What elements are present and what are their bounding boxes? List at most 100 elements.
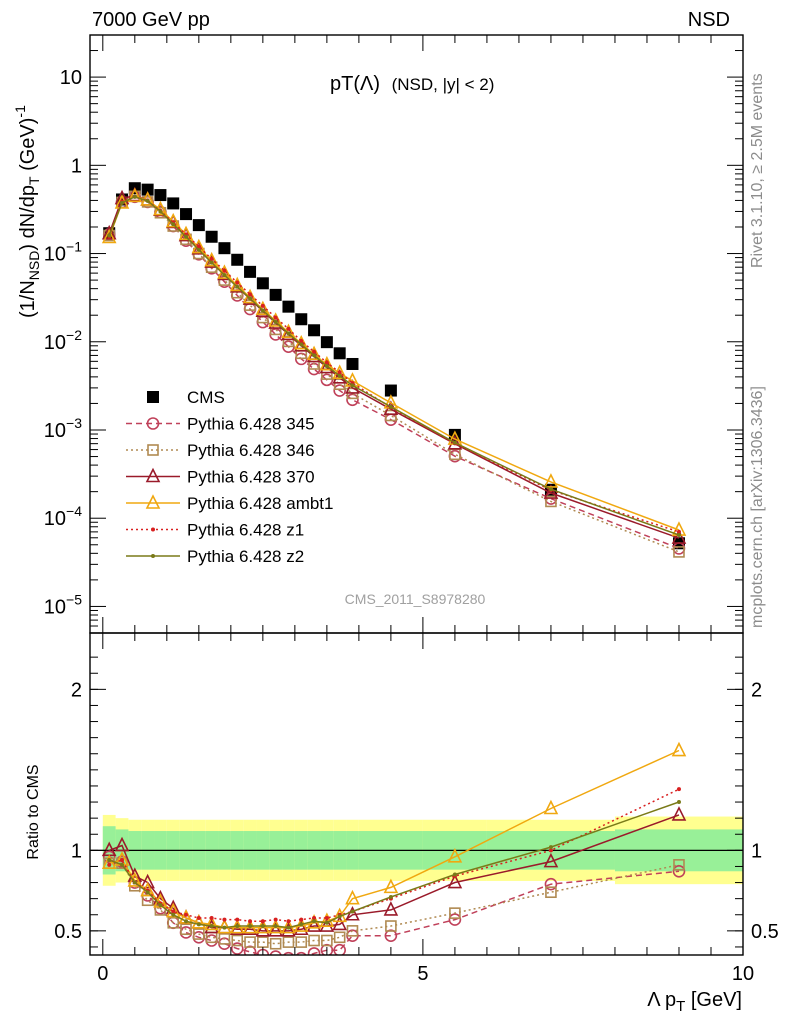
data-point-z1 [248,292,253,297]
ratio-point-z2 [273,924,278,929]
ratio-point-p346 [333,931,346,944]
ratio-point-z1 [196,915,201,920]
data-point-z2 [388,404,393,409]
ratio-point-ambt1 [345,889,360,905]
data-point-cms [384,384,397,397]
ratio-point-p345 [283,951,294,955]
ratio-point-p345 [384,929,398,942]
ratio-line-p346 [109,862,680,945]
data-point-z2 [209,260,214,265]
ratio-plot-area [101,741,687,955]
ratio-point-p346 [308,934,320,947]
ratio-point-z1 [676,787,681,792]
data-point-z1 [235,280,240,285]
ratio-point-p346 [193,928,205,940]
ratio-point-p346 [269,937,282,950]
ratio-point-z2 [337,914,342,919]
data-point-p370 [447,434,463,450]
data-point-p370 [255,302,271,318]
data-point-z1 [337,370,342,375]
ratio-point-ambt1 [204,915,219,931]
data-point-cms [205,230,218,243]
data-point-cms [218,242,231,255]
ratio-point-ambt1 [127,872,143,887]
data-point-p345 [346,393,359,407]
data-point-cms [154,189,167,202]
main-y-axis-label: (1/NNSD) dN/dpT (GeV)-1 [12,105,42,318]
ratio-point-p370 [319,917,335,932]
ratio-point-p370 [306,917,322,932]
ratio-point-ambt1 [447,848,463,863]
y-tick-label: 1 [71,155,82,177]
ratio-point-z2 [312,919,317,924]
data-point-cms [269,288,282,301]
data-point-z2 [171,222,176,227]
y-tick-label: 10−5 [44,591,82,618]
data-point-z1 [196,244,201,249]
data-point-z2 [222,273,227,278]
legend-label: Pythia 6.428 345 [187,415,315,434]
ratio-point-p345 [269,950,282,955]
ratio-point-z1 [260,919,265,924]
ratio-point-p370 [332,915,347,931]
legend-label: Pythia 6.428 z2 [187,547,304,566]
data-point-z2 [145,198,150,203]
ratio-point-z2 [452,872,457,877]
ratio-point-z2 [548,845,553,850]
data-point-p370 [543,484,559,499]
x-tick-label: 5 [417,963,428,985]
data-point-p370 [293,337,309,352]
ratio-point-z1 [209,915,214,920]
ratio-point-p346 [282,936,295,948]
data-point-z1 [260,303,265,308]
y-tick-label: 10−2 [44,327,82,354]
ratio-point-z2 [120,862,125,867]
data-point-z1 [222,268,227,273]
data-point-z1 [209,256,214,261]
legend-marker [147,391,159,403]
legend-item-ambt1: Pythia 6.428 ambt1 [126,494,333,513]
data-point-p346 [545,495,557,508]
ratio-y-tick-label-left: 1 [71,840,82,862]
ratio-point-p346 [180,923,192,936]
legend-label: Pythia 6.428 z1 [187,521,304,540]
data-point-z2 [235,284,240,289]
data-point-p346 [282,335,295,348]
data-point-z2 [184,234,189,239]
data-point-z2 [120,200,125,205]
ratio-point-p346 [231,934,244,947]
ratio-point-p370 [543,852,559,868]
ratio-point-z2 [196,922,201,927]
main-plot-frame [89,34,744,634]
y-tick-label: 10−1 [44,239,82,266]
series-line-z2 [108,195,680,536]
ratio-point-p346 [385,920,397,932]
legend-item-p370: Pythia 6.428 370 [126,468,315,487]
legend-label: Pythia 6.428 370 [187,468,315,487]
data-point-p346 [385,409,397,422]
data-point-z1 [676,529,681,534]
data-point-p346 [673,546,685,558]
ratio-point-z1 [248,919,253,924]
ratio-point-z1 [222,917,227,922]
ratio-point-p370 [345,905,360,921]
header-left-label: 7000 GeV pp [92,9,210,31]
series-line-p346 [108,195,680,553]
ratio-point-z2 [676,800,681,805]
ratio-point-z2 [350,909,355,914]
data-point-z2 [260,308,265,313]
ratio-y-tick-label-right: 1 [751,840,762,862]
data-point-cms [192,219,205,232]
ratio-point-p346 [218,933,231,945]
y-tick-label: 10−3 [44,415,82,442]
ratio-point-z2 [388,895,393,900]
data-point-z1 [324,360,329,365]
ratio-point-p345 [205,934,218,947]
legend-label: Pythia 6.428 ambt1 [187,494,333,513]
x-axis-label: Λ pT [GeV] [647,989,742,1015]
data-point-cms [256,277,269,290]
ratio-point-p345 [320,943,334,955]
ratio-point-p346 [295,936,308,948]
data-point-z2 [299,342,304,347]
